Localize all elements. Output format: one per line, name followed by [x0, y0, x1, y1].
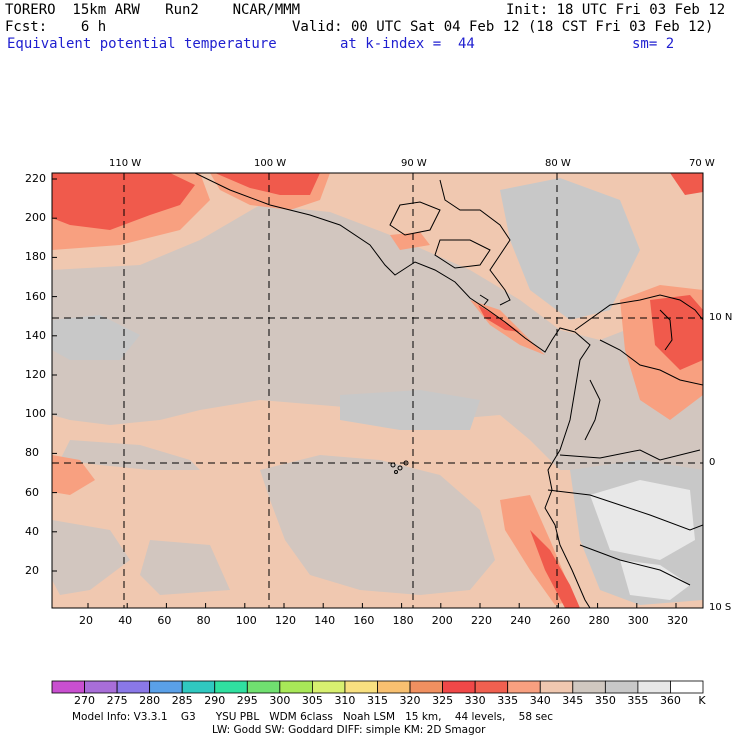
colorbar-label: 360: [659, 694, 681, 707]
y-tick-label: 200: [25, 211, 46, 225]
colorbar-swatch: [279, 680, 313, 694]
colorbar-swatch: [572, 680, 606, 694]
colorbar-swatch: [214, 680, 248, 694]
x-tick-label: 180: [392, 614, 414, 627]
x-tick-label: 280: [588, 614, 610, 627]
colorbar-swatch: [51, 680, 85, 694]
colorbar-label: 335: [497, 694, 519, 707]
y-tick-label: 160: [25, 289, 46, 303]
colorbar-swatch: [442, 680, 476, 694]
field-name: Equivalent potential temperature: [7, 36, 277, 52]
colorbar-label: 355: [627, 694, 649, 707]
colorbar-label: 340: [529, 694, 551, 707]
theta-e-field: [52, 173, 703, 608]
colorbar-label: 300: [269, 694, 291, 707]
map-frame: [51, 172, 704, 609]
colorbar-swatch: [604, 680, 639, 694]
x-tick-label: 320: [667, 614, 688, 627]
lon-label-100w: 100 W: [254, 158, 287, 169]
y-axis-ticks: [52, 178, 57, 572]
colorbar-label: 285: [171, 694, 193, 707]
colorbar-swatch: [344, 680, 378, 694]
model-title: TORERO 15km ARW Run2 NCAR/MMM: [5, 2, 301, 18]
colorbar-label: 280: [139, 694, 161, 707]
x-tick-label: 300: [627, 614, 649, 627]
colorbar-swatch: [670, 680, 704, 694]
latlon-grid: [52, 173, 703, 608]
colorbar-swatch: [409, 680, 443, 694]
colorbar-swatch: [181, 680, 216, 694]
colorbar-swatch: [637, 680, 671, 694]
x-tick-label: 260: [549, 614, 571, 627]
colorbar-label: 315: [367, 694, 388, 707]
colorbar-label: 350: [594, 694, 616, 707]
colorbar-label: 270: [74, 694, 96, 707]
colorbar-label: 290: [204, 694, 226, 707]
coastlines: [194, 173, 703, 608]
level-index: at k-index = 44: [340, 36, 475, 52]
colorbar-label: 330: [464, 694, 486, 707]
colorbar-label: 320: [399, 694, 421, 707]
y-tick-label: 140: [25, 328, 46, 342]
x-tick-label: 160: [353, 614, 375, 627]
colorbar-label: 345: [562, 694, 584, 707]
lat-label-10s: 10 S: [709, 602, 732, 613]
x-tick-label: 40: [118, 614, 133, 627]
x-tick-label: 140: [314, 614, 336, 627]
colorbar-label: 325: [432, 694, 454, 707]
colorbar-swatch: [507, 680, 541, 694]
colorbar-swatch: [474, 680, 509, 694]
forecast-hour: Fcst: 6 h: [5, 19, 107, 35]
colorbar-swatch: [84, 680, 118, 694]
lon-label-70w: 70 W: [689, 158, 715, 169]
smoothing: sm= 2: [632, 36, 675, 52]
x-axis-ticks: [87, 603, 677, 608]
lon-label-110w: 110 W: [109, 158, 142, 169]
init-time: Init: 18 UTC Fri 03 Feb 12: [506, 2, 726, 18]
model-physics: LW: Godd SW: Goddard DIFF: simple KM: 2D…: [212, 724, 486, 736]
colorbar-swatch: [149, 680, 183, 694]
model-info: Model Info: V3.3.1 G3 YSU PBL WDM 6class…: [72, 711, 554, 723]
x-tick-label: 240: [510, 614, 532, 627]
y-tick-label: 40: [25, 524, 39, 538]
y-tick-label: 80: [25, 446, 39, 460]
colorbar-swatch: [539, 680, 574, 694]
y-tick-label: 100: [25, 407, 46, 421]
x-tick-label: 100: [235, 614, 257, 627]
colorbar-label: 305: [301, 694, 323, 707]
colorbar-label: 310: [334, 694, 356, 707]
valid-time: Valid: 00 UTC Sat 04 Feb 12 (18 CST Fri …: [292, 19, 714, 35]
colorbar-swatch: [116, 680, 151, 694]
y-tick-label: 60: [25, 485, 39, 499]
y-tick-label: 20: [25, 564, 39, 577]
colorbar-label: 275: [106, 694, 128, 707]
x-tick-label: 80: [196, 614, 211, 627]
y-tick-label: 180: [25, 250, 46, 264]
lon-label-80w: 80 W: [545, 158, 571, 169]
colorbar-swatch: [377, 680, 411, 694]
x-tick-label: 200: [431, 614, 453, 627]
lat-label-10n: 10 N: [709, 312, 733, 323]
x-tick-label: 220: [471, 614, 492, 627]
colorbar-unit: K: [698, 694, 706, 707]
lat-label-0: 0: [709, 457, 716, 468]
colorbar-label: 295: [236, 694, 258, 707]
colorbar-swatch: [311, 680, 346, 694]
y-tick-label: 120: [25, 368, 46, 381]
y-tick-label: 220: [25, 172, 46, 185]
colorbar-swatch: [246, 680, 281, 694]
x-tick-label: 60: [157, 614, 172, 627]
lon-label-90w: 90 W: [401, 158, 427, 169]
x-tick-label: 20: [79, 614, 93, 627]
x-tick-label: 120: [275, 614, 296, 627]
